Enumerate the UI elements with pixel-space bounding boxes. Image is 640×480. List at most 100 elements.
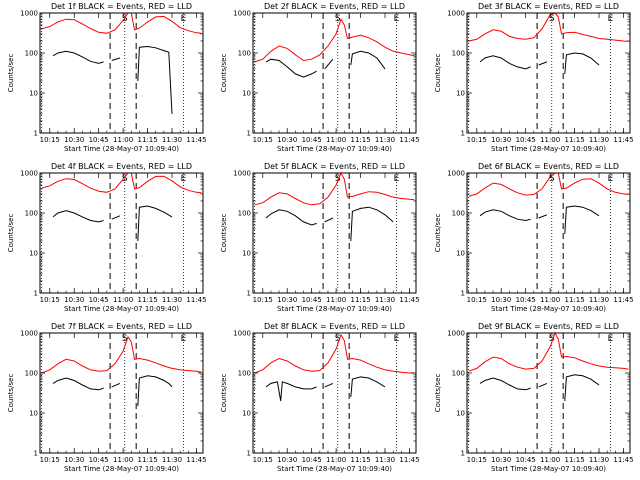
panel-title: Det 4f BLACK = Events, RED = LLD [51, 162, 192, 171]
x-tick-label: 11:15 [137, 296, 157, 304]
x-tick-label: 10:45 [89, 136, 109, 144]
y-tick-label: 10 [242, 250, 251, 258]
x-tick-label: 10:30 [491, 296, 511, 304]
y-tick-label: 1000 [20, 170, 38, 178]
x-axis-label: Start Time (28-May-07 10:09:40) [64, 305, 179, 313]
series-events [479, 374, 600, 402]
x-tick-label: 11:30 [162, 296, 182, 304]
y-axis-label: Counts/sec [434, 214, 442, 253]
x-tick-label: 11:45 [399, 296, 419, 304]
plot-frame [466, 12, 631, 134]
plot-frame [252, 172, 417, 294]
x-tick-label: 11:45 [186, 456, 206, 464]
series-lld [254, 17, 415, 63]
x-tick-label: 11:15 [137, 136, 157, 144]
x-tick-label: 10:15 [253, 296, 273, 304]
y-axis-label: Counts/sec [220, 214, 228, 253]
panel-title: Det 9f BLACK = Events, RED = LLD [478, 322, 619, 331]
y-axis-label: Counts/sec [7, 374, 15, 413]
marker-label-s: S [335, 174, 341, 184]
y-axis-label: Counts/sec [220, 54, 228, 93]
x-tick-label: 10:30 [491, 136, 511, 144]
panel-det-7: Det 7f BLACK = Events, RED = LLD S E 1 10 100… [7, 322, 207, 473]
marker-label-e: E [608, 14, 614, 24]
x-tick-label: 11:00 [540, 296, 560, 304]
plot-frame [252, 332, 417, 454]
x-tick-label: 10:15 [40, 456, 60, 464]
panel-det-8: Det 8f BLACK = Events, RED = LLD S E 1 10 100… [220, 322, 420, 473]
x-tick-label: 11:15 [564, 456, 584, 464]
x-tick-label: 11:15 [564, 296, 584, 304]
marker-label-s: S [549, 174, 555, 184]
series-events [265, 376, 386, 402]
y-tick-label: 10 [29, 250, 38, 258]
y-tick-label: 100 [238, 50, 251, 58]
x-axis-label: Start Time (28-May-07 10:09:40) [491, 465, 606, 473]
x-tick-label: 10:15 [253, 456, 273, 464]
x-tick-label: 11:45 [399, 456, 419, 464]
marker-label-s: S [122, 334, 128, 344]
y-tick-label: 1000 [233, 10, 251, 18]
y-tick-label: 100 [25, 210, 38, 218]
y-axis-label: Counts/sec [7, 214, 15, 253]
marker-label-s: S [335, 334, 341, 344]
y-tick-label: 1000 [447, 330, 465, 338]
marker-label-e: E [394, 334, 400, 344]
panel-title: Det 2f BLACK = Events, RED = LLD [264, 2, 405, 11]
y-tick-label: 1 [247, 290, 251, 298]
y-tick-label: 10 [29, 90, 38, 98]
x-tick-label: 10:30 [277, 136, 297, 144]
x-tick-label: 10:45 [302, 296, 322, 304]
x-tick-label: 11:45 [186, 296, 206, 304]
marker-label-e: E [394, 174, 400, 184]
x-axis-label: Start Time (28-May-07 10:09:40) [64, 465, 179, 473]
series-events [265, 50, 386, 78]
y-tick-label: 100 [238, 210, 251, 218]
y-axis-label: Counts/sec [434, 54, 442, 93]
x-tick-label: 10:45 [89, 296, 109, 304]
series-lld [41, 335, 202, 374]
marker-label-e: E [394, 14, 400, 24]
x-tick-label: 10:45 [516, 136, 536, 144]
x-tick-label: 10:15 [40, 296, 60, 304]
x-tick-label: 11:00 [326, 456, 346, 464]
marker-label-s: S [549, 334, 555, 344]
y-tick-label: 10 [456, 90, 465, 98]
x-tick-label: 10:15 [467, 136, 487, 144]
x-tick-label: 10:15 [253, 136, 273, 144]
plot-frame [466, 172, 631, 294]
x-tick-label: 10:15 [467, 296, 487, 304]
x-tick-label: 11:00 [540, 456, 560, 464]
panel-title: Det 6f BLACK = Events, RED = LLD [478, 162, 619, 171]
x-tick-label: 10:45 [302, 136, 322, 144]
y-tick-label: 1 [461, 450, 465, 458]
y-tick-label: 100 [452, 370, 465, 378]
x-axis-label: Start Time (28-May-07 10:09:40) [277, 145, 392, 153]
y-axis-label: Counts/sec [434, 374, 442, 413]
y-tick-label: 1 [34, 450, 38, 458]
x-tick-label: 10:30 [64, 456, 84, 464]
x-tick-label: 11:30 [589, 456, 609, 464]
y-tick-label: 1 [247, 130, 251, 138]
x-tick-label: 11:00 [540, 136, 560, 144]
y-axis-label: Counts/sec [220, 374, 228, 413]
x-tick-label: 11:00 [113, 456, 133, 464]
series-events [479, 205, 600, 234]
x-axis-label: Start Time (28-May-07 10:09:40) [64, 145, 179, 153]
x-tick-label: 10:30 [491, 456, 511, 464]
y-tick-label: 1 [34, 290, 38, 298]
x-tick-label: 10:45 [302, 456, 322, 464]
x-tick-label: 11:30 [375, 296, 395, 304]
marker-label-s: S [122, 174, 128, 184]
series-events [265, 206, 394, 242]
x-axis-label: Start Time (28-May-07 10:09:40) [277, 465, 392, 473]
x-tick-label: 11:30 [162, 456, 182, 464]
x-tick-label: 10:15 [40, 136, 60, 144]
x-axis-label: Start Time (28-May-07 10:09:40) [277, 305, 392, 313]
marker-label-e: E [181, 174, 187, 184]
x-tick-label: 11:30 [162, 136, 182, 144]
series-events [52, 375, 173, 407]
y-tick-label: 10 [456, 250, 465, 258]
series-events [52, 205, 173, 242]
